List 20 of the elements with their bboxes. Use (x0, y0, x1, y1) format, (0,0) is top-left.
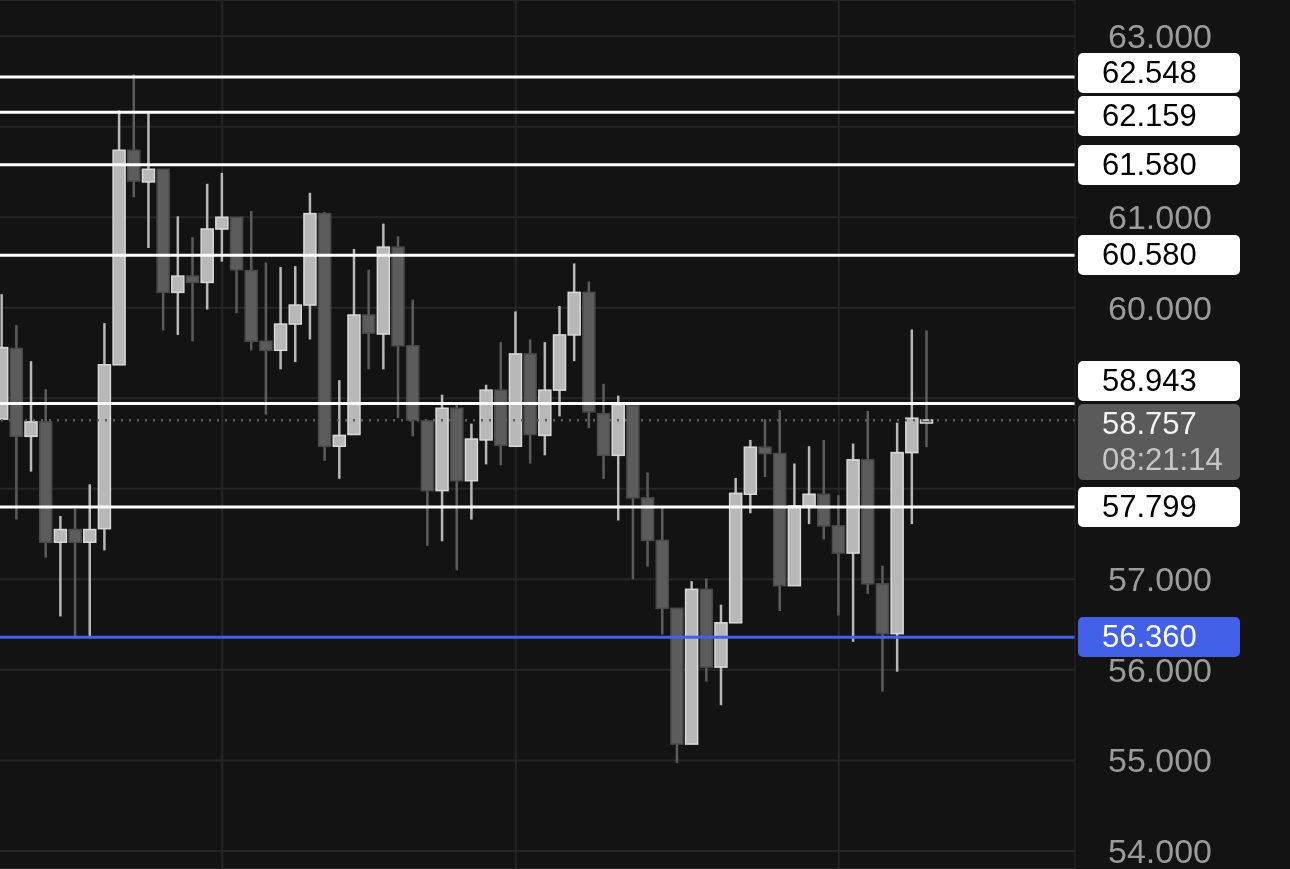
ref-line-label: 58.943 (1102, 363, 1198, 400)
candlestick (332, 378, 347, 481)
candlestick (171, 215, 185, 337)
y-tick-label: 61.000 (1108, 198, 1212, 237)
y-tick-label: 60.000 (1108, 288, 1212, 327)
y-tick-label: 55.000 (1108, 741, 1212, 780)
ref-line-label: 58.757 08:21:14 (1102, 406, 1224, 479)
candlestick (53, 514, 68, 618)
candlestick (141, 111, 156, 250)
ref-line-label: 62.548 (1102, 55, 1198, 92)
candlestick (185, 235, 200, 343)
y-tick-label: 57.000 (1108, 560, 1212, 599)
candlestick (24, 359, 38, 473)
y-tick-label: 54.000 (1108, 831, 1212, 869)
ref-line-label: 60.580 (1102, 237, 1198, 274)
ref-line-label: 57.799 (1102, 489, 1198, 525)
y-tick-label: 63.000 (1108, 17, 1212, 56)
candlestick (361, 268, 376, 371)
ref-line-label: 62.159 (1102, 98, 1198, 135)
ref-line-label: 61.580 (1102, 146, 1198, 183)
